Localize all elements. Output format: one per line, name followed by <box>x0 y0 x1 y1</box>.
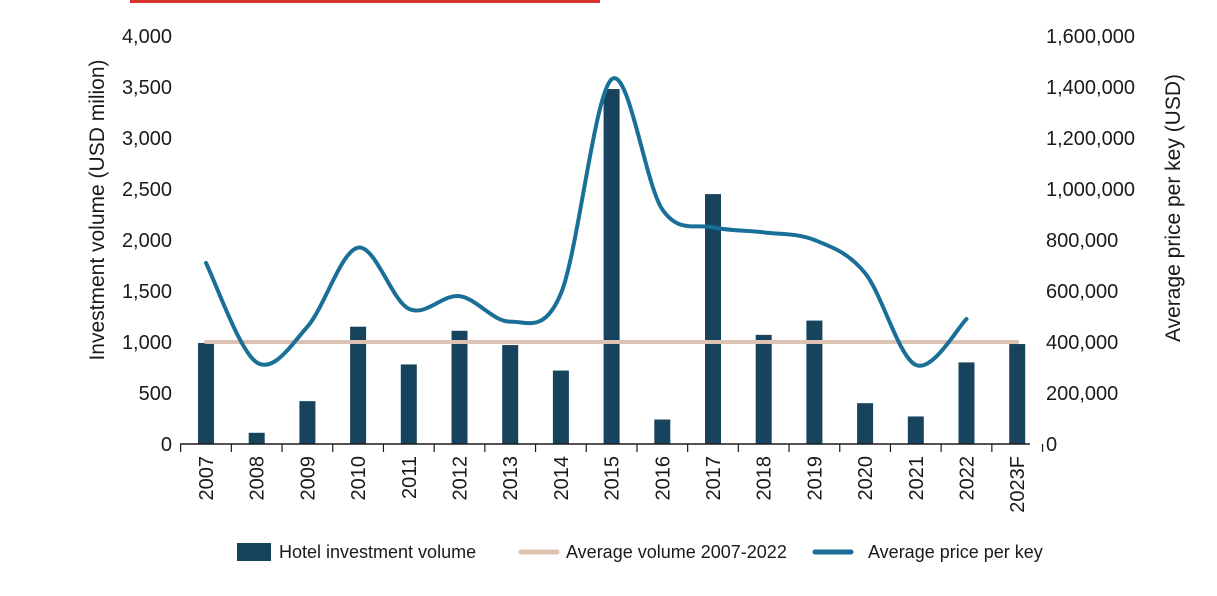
x-tick-label-2019: 2019 <box>804 456 826 501</box>
bar-2019 <box>806 320 823 444</box>
axes <box>180 443 1044 452</box>
x-tick-label-2010: 2010 <box>348 456 370 501</box>
bar-2022 <box>958 362 975 444</box>
legend-label-bar: Hotel investment volume <box>279 542 476 562</box>
x-tick-label-2007: 2007 <box>196 456 218 501</box>
left-tick-label: 1,000 <box>122 332 172 354</box>
right-tick-label: 200,000 <box>1046 383 1118 405</box>
x-tick-label-2020: 2020 <box>855 456 877 501</box>
x-tick-label-2008: 2008 <box>247 456 269 501</box>
left-tick-label: 500 <box>139 383 172 405</box>
x-tick-label-2012: 2012 <box>450 456 472 501</box>
bar-2021 <box>907 416 924 444</box>
legend-swatch-bar <box>237 543 271 561</box>
left-tick-label: 0 <box>161 434 172 456</box>
bar-2015 <box>603 89 620 444</box>
bar-2014 <box>552 370 569 444</box>
bar-2012 <box>451 330 468 444</box>
right-tick-label: 1,000,000 <box>1046 179 1135 201</box>
left-tick-label: 4,000 <box>122 26 172 48</box>
x-tick-label-2015: 2015 <box>602 456 624 501</box>
right-axis-ticks: 0 200,000 400,000 600,000 800,000 1,000,000 1,… <box>1046 26 1135 456</box>
x-tick-label-2013: 2013 <box>500 456 522 501</box>
x-tick-label-2016: 2016 <box>652 456 674 501</box>
bar-2017 <box>705 194 721 444</box>
bar-2009 <box>299 401 316 444</box>
x-tick-label-2023F: 2023F <box>1007 456 1029 513</box>
x-tick-label-2017: 2017 <box>703 456 725 501</box>
bar-series <box>198 89 1026 444</box>
right-tick-label: 600,000 <box>1046 281 1118 303</box>
left-tick-label: 2,500 <box>122 179 172 201</box>
right-tick-label: 1,400,000 <box>1046 77 1135 99</box>
left-axis-title: Investment volume (USD milion) <box>86 59 109 360</box>
x-tick-label-2014: 2014 <box>551 456 573 501</box>
x-tick-label-2022: 2022 <box>957 456 979 501</box>
bar-2020 <box>857 403 874 444</box>
x-tick-label-2011: 2011 <box>399 456 421 499</box>
right-tick-label: 800,000 <box>1046 230 1118 252</box>
left-axis-ticks: 0 500 1,000 1,500 2,000 2,500 3,000 3,500 4,000 <box>122 26 172 456</box>
left-tick-label: 1,500 <box>122 281 172 303</box>
right-tick-label: 1,200,000 <box>1046 128 1135 150</box>
x-tick-label-2009: 2009 <box>297 456 319 501</box>
left-tick-label: 2,000 <box>122 230 172 252</box>
x-tick-label-2021: 2021 <box>906 456 928 501</box>
right-tick-label: 400,000 <box>1046 332 1118 354</box>
price-per-key-line <box>204 76 969 368</box>
title-fragment <box>130 0 600 3</box>
bar-2013 <box>502 345 519 444</box>
price-line-series <box>204 76 969 368</box>
x-axis-ticks: 2007 2008 2009 2010 2011 2012 2013 2014 2015 2016… <box>196 456 1029 513</box>
x-tick-label-2018: 2018 <box>754 456 776 501</box>
legend: Hotel investment volume Average volume 2… <box>237 542 1043 562</box>
bar-2023F <box>1009 344 1026 444</box>
bar-2010 <box>350 326 367 444</box>
bar-2018 <box>755 334 772 444</box>
bar-2011 <box>400 364 417 444</box>
legend-label-average: Average volume 2007-2022 <box>566 542 787 562</box>
bar-2007 <box>198 343 214 444</box>
right-tick-label: 0 <box>1046 434 1057 456</box>
left-tick-label: 3,500 <box>122 77 172 99</box>
bar-2016 <box>654 419 671 444</box>
bar-2008 <box>248 432 265 444</box>
right-axis-title: Average price per key (USD) <box>1162 74 1185 342</box>
left-tick-label: 3,000 <box>122 128 172 150</box>
legend-label-price: Average price per key <box>868 542 1043 562</box>
right-tick-label: 1,600,000 <box>1046 26 1135 48</box>
